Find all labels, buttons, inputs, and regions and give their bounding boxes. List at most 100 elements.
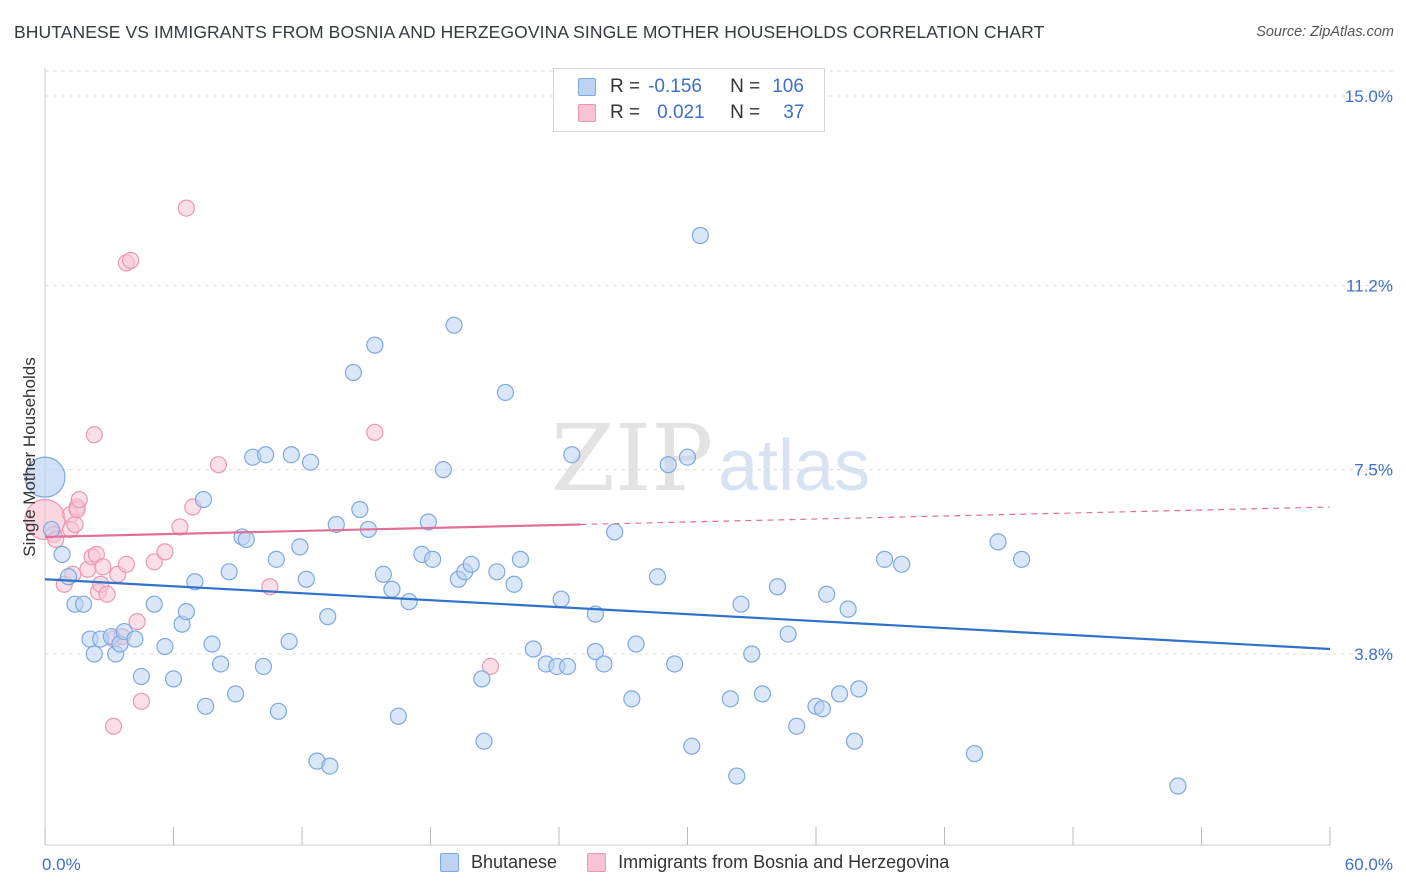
blue-point	[586, 642, 605, 661]
blue-swatch	[578, 78, 596, 96]
n-label: N =	[730, 76, 761, 97]
blue-point	[321, 757, 339, 775]
watermark: ZIP atlas	[551, 405, 870, 512]
blue-trend-line	[44, 578, 1331, 651]
blue-point	[788, 717, 806, 735]
blue-point	[254, 657, 273, 676]
blue-point	[301, 453, 320, 471]
blue-point	[42, 520, 61, 539]
legend-row-bosnia: R = 0.021 N = 37	[578, 100, 804, 126]
pink-point	[85, 426, 103, 444]
blue-point	[732, 595, 750, 613]
y-tick-labels: 3.8% 7.5% 11.2% 15.0%	[1345, 87, 1393, 664]
blue-point	[194, 490, 213, 509]
pink-point	[156, 543, 174, 561]
blue-point	[488, 563, 506, 581]
n-value-bosnia: 37	[783, 102, 805, 123]
blue-point	[850, 680, 868, 698]
blue-point	[683, 737, 701, 755]
y-axis-label: Single Mother Households	[20, 357, 39, 556]
y-tick-label: 7.5%	[1354, 461, 1393, 480]
y-tick-label: 15.0%	[1345, 87, 1393, 106]
legend-row-bhutanese: R = -0.156 N = 106	[578, 74, 804, 100]
blue-point	[818, 585, 836, 603]
blue-point	[383, 580, 401, 598]
blue-point	[768, 578, 787, 596]
blue-point	[728, 767, 746, 785]
blue-point	[678, 448, 697, 466]
pink-point	[209, 456, 228, 474]
blue-point	[648, 568, 667, 586]
x-tick-label: 60.0%	[1345, 855, 1393, 874]
correlation-legend: R = -0.156 N = 106 R = 0.021 N = 37	[553, 68, 825, 132]
blue-point	[595, 655, 613, 673]
legend-label-bosnia: Immigrants from Bosnia and Herzegovina	[618, 852, 950, 872]
source-credit: Source: ZipAtlas.com	[1256, 24, 1394, 40]
legend-item-bosnia: Immigrants from Bosnia and Herzegovina	[587, 852, 949, 873]
blue-point	[813, 700, 832, 718]
y-tick-label: 3.8%	[1354, 645, 1393, 664]
blue-point	[475, 732, 493, 750]
blue-point	[351, 500, 369, 519]
blue-point	[659, 456, 677, 474]
x-tick-label: 0.0%	[42, 855, 81, 874]
blue-point	[893, 555, 911, 573]
r-label: R =	[610, 76, 641, 97]
blue-point	[291, 538, 309, 556]
blue-point	[145, 595, 163, 613]
pink-swatch	[578, 104, 596, 122]
blue-point	[1012, 550, 1031, 568]
blue-point	[666, 655, 684, 673]
pink-point	[122, 251, 140, 270]
blue-swatch	[440, 853, 459, 872]
pink-point	[145, 553, 163, 571]
blue-point	[59, 568, 78, 586]
pink-point	[104, 717, 123, 735]
blue-point	[212, 655, 230, 673]
y-tick-label: 11.2%	[1346, 276, 1393, 295]
n-label: N =	[730, 102, 761, 123]
legend-label-bhutanese: Bhutanese	[471, 852, 558, 872]
pink-point	[117, 555, 135, 573]
blue-point	[753, 685, 772, 703]
blue-point	[419, 513, 437, 531]
blue-point	[558, 657, 577, 676]
trend-lines	[44, 506, 1331, 651]
pink-point	[70, 490, 88, 509]
blue-point	[24, 456, 66, 498]
blue-point	[496, 383, 515, 402]
blue-point	[327, 515, 345, 534]
chart-title: BHUTANESE VS IMMIGRANTS FROM BOSNIA AND …	[14, 22, 1045, 42]
pink-trend-extension	[580, 506, 1331, 526]
blue-point	[256, 446, 275, 464]
n-value-bhutanese: 106	[772, 76, 804, 97]
blue-point	[434, 461, 452, 479]
blue-point	[445, 316, 463, 334]
blue-point	[227, 685, 245, 703]
blue-point	[297, 570, 315, 588]
r-value-bosnia: 0.021	[657, 102, 705, 123]
blue-point	[344, 363, 362, 382]
blue-point	[721, 690, 739, 708]
blue-point	[269, 702, 288, 720]
pink-point	[94, 558, 112, 576]
blue-point	[156, 637, 174, 656]
blue-point	[267, 550, 285, 568]
blue-point	[374, 565, 392, 583]
pink-point	[128, 613, 146, 631]
pink-swatch	[587, 853, 607, 872]
blue-point	[830, 685, 849, 703]
pink-point	[171, 518, 189, 536]
blue-point	[552, 590, 570, 608]
blue-point	[74, 595, 93, 613]
blue-point	[779, 625, 797, 643]
blue-point	[965, 745, 984, 763]
blue-point	[563, 446, 581, 464]
blue-point	[366, 336, 384, 354]
pink-point	[366, 423, 384, 441]
blue-point	[126, 630, 144, 648]
blue-point	[606, 523, 624, 541]
blue-point	[220, 563, 238, 581]
blue-point	[164, 670, 183, 688]
